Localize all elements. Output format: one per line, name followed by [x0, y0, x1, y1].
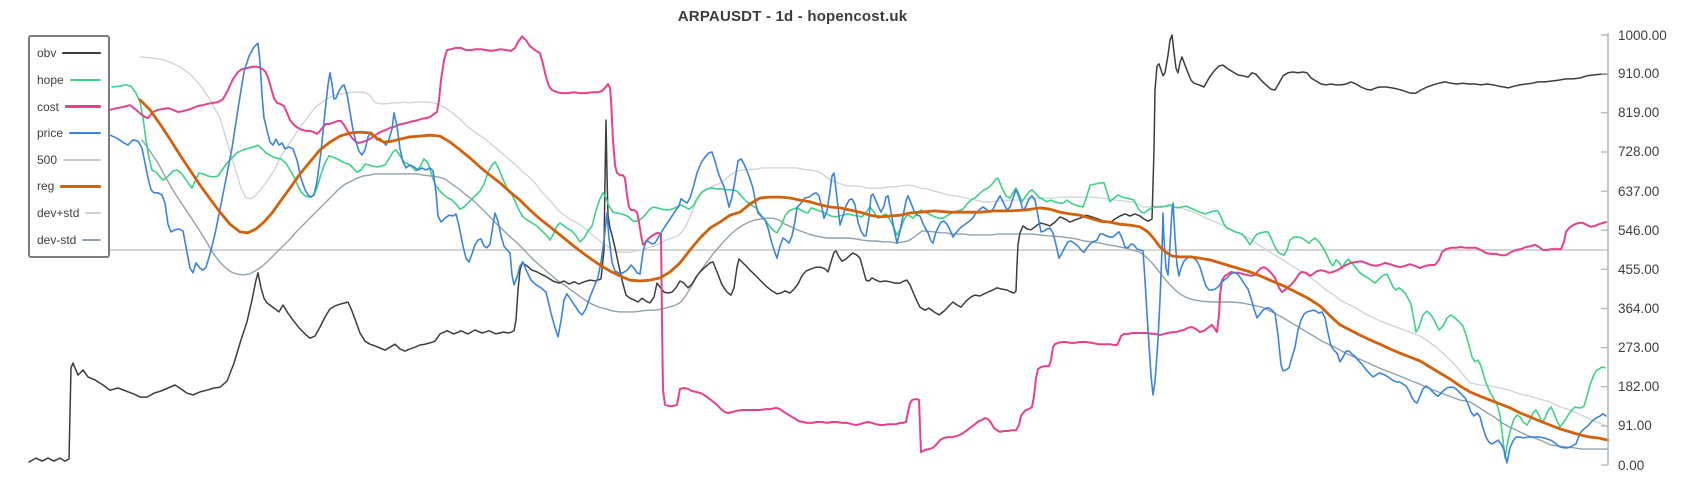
legend-item-dev-std: dev-std: [37, 233, 101, 247]
chart-title: ARPAUSDT - 1d - hopencost.uk: [677, 8, 908, 25]
legend-label-dev+std: dev+std: [37, 206, 80, 221]
legend-swatch-cost: [65, 105, 101, 109]
legend-label-dev-std: dev-std: [37, 232, 77, 247]
series-price-line: [109, 42, 1607, 464]
legend-box: obv hope cost price 500 reg dev+std dev-…: [28, 35, 110, 258]
legend-label-obv: obv: [37, 46, 57, 61]
legend-swatch-obv: [62, 52, 101, 55]
legend-label-hope: hope: [37, 72, 64, 87]
series-dev-std-line: [141, 139, 1609, 450]
legend-swatch-price: [69, 132, 101, 135]
legend-swatch-hope: [69, 78, 101, 81]
legend-item-reg: reg: [37, 179, 101, 193]
legend-item-obv: obv: [37, 46, 101, 60]
legend-swatch-reg: [60, 184, 101, 188]
legend-label-reg: reg: [37, 179, 55, 194]
series-cost-line: [109, 35, 1607, 454]
legend-label-price: price: [37, 126, 64, 141]
legend-label-cost: cost: [37, 99, 60, 114]
legend-item-cost: cost: [37, 100, 101, 114]
legend-item-dev+std: dev+std: [37, 206, 101, 220]
legend-item-hope: hope: [37, 73, 101, 87]
series-obv-line: [28, 34, 1609, 463]
legend-swatch-dev-std: [82, 238, 101, 241]
series-hope-line: [111, 84, 1606, 459]
legend-item-price: price: [37, 126, 101, 140]
legend-swatch-500: [63, 158, 101, 161]
legend-swatch-dev+std: [85, 212, 101, 215]
legend-label-500: 500: [37, 152, 58, 167]
series-dev+std-line: [139, 56, 1609, 428]
legend-item-500: 500: [37, 153, 101, 167]
series-reg-line: [138, 98, 1610, 442]
